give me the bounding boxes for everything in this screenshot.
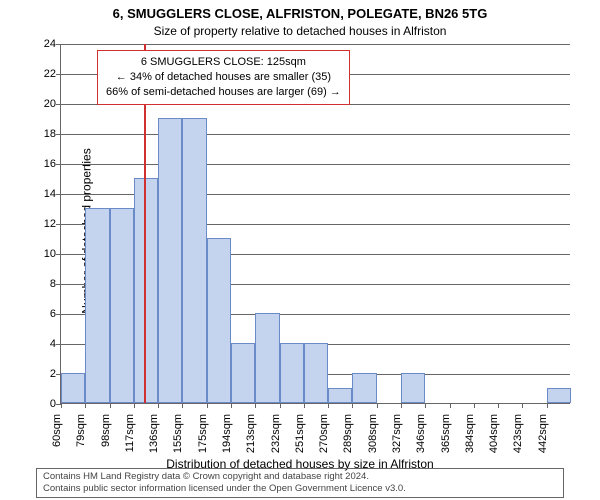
x-tick-mark [474,403,475,408]
annotation-box: 6 SMUGGLERS CLOSE: 125sqm← 34% of detach… [97,50,350,105]
histogram-bar [231,343,255,403]
x-tick-mark [522,403,523,408]
histogram-bar [352,373,376,403]
x-tick-mark [425,403,426,408]
y-tick-mark [56,344,61,345]
histogram-bar [401,373,425,403]
y-tick-mark [56,314,61,315]
y-tick-label: 4 [26,338,56,350]
x-tick-mark [401,403,402,408]
y-tick-mark [56,44,61,45]
histogram-bar [547,388,571,403]
x-tick-mark [207,403,208,408]
histogram-bar [61,373,85,403]
y-tick-label: 8 [26,278,56,290]
x-tick-mark [182,403,183,408]
x-tick-mark [377,403,378,408]
chart-subtitle: Size of property relative to detached ho… [0,24,600,38]
y-tick-mark [56,254,61,255]
x-tick-mark [352,403,353,408]
histogram-bar [85,208,109,403]
y-tick-mark [56,224,61,225]
y-tick-mark [56,164,61,165]
histogram-bar [255,313,279,403]
y-tick-label: 0 [26,398,56,410]
y-tick-label: 2 [26,368,56,380]
gridline [61,134,570,135]
histogram-bar [110,208,134,403]
x-tick-mark [255,403,256,408]
annotation-line-3: 66% of semi-detached houses are larger (… [106,85,341,100]
histogram-bar [158,118,182,403]
x-tick-mark [110,403,111,408]
y-tick-mark [56,104,61,105]
gridline [61,164,570,165]
histogram-bar [304,343,328,403]
y-tick-label: 24 [26,38,56,50]
chart-title: 6, SMUGGLERS CLOSE, ALFRISTON, POLEGATE,… [0,6,600,21]
plot-area: 6 SMUGGLERS CLOSE: 125sqm← 34% of detach… [60,44,570,404]
histogram-chart: 6, SMUGGLERS CLOSE, ALFRISTON, POLEGATE,… [0,0,600,500]
y-tick-mark [56,134,61,135]
histogram-bar [207,238,231,403]
x-tick-mark [158,403,159,408]
histogram-bar [134,178,158,403]
histogram-bar [182,118,206,403]
x-tick-mark [450,403,451,408]
annotation-line-1: 6 SMUGGLERS CLOSE: 125sqm [106,55,341,70]
x-tick-mark [280,403,281,408]
y-tick-label: 14 [26,188,56,200]
y-tick-label: 16 [26,158,56,170]
y-tick-label: 18 [26,128,56,140]
x-tick-mark [231,403,232,408]
y-tick-label: 12 [26,218,56,230]
y-tick-mark [56,74,61,75]
x-tick-mark [498,403,499,408]
y-tick-label: 22 [26,68,56,80]
y-tick-label: 6 [26,308,56,320]
gridline [61,44,570,45]
x-tick-mark [85,403,86,408]
x-tick-mark [547,403,548,408]
attribution-box: Contains HM Land Registry data © Crown c… [36,468,564,498]
y-tick-mark [56,194,61,195]
x-tick-mark [304,403,305,408]
attribution-line-1: Contains HM Land Registry data © Crown c… [43,471,557,483]
y-tick-mark [56,284,61,285]
y-tick-label: 10 [26,248,56,260]
histogram-bar [280,343,304,403]
x-tick-mark [134,403,135,408]
annotation-line-2: ← 34% of detached houses are smaller (35… [106,70,341,85]
histogram-bar [328,388,352,403]
attribution-line-2: Contains public sector information licen… [43,483,557,495]
x-tick-mark [328,403,329,408]
y-tick-label: 20 [26,98,56,110]
x-tick-mark [61,403,62,408]
